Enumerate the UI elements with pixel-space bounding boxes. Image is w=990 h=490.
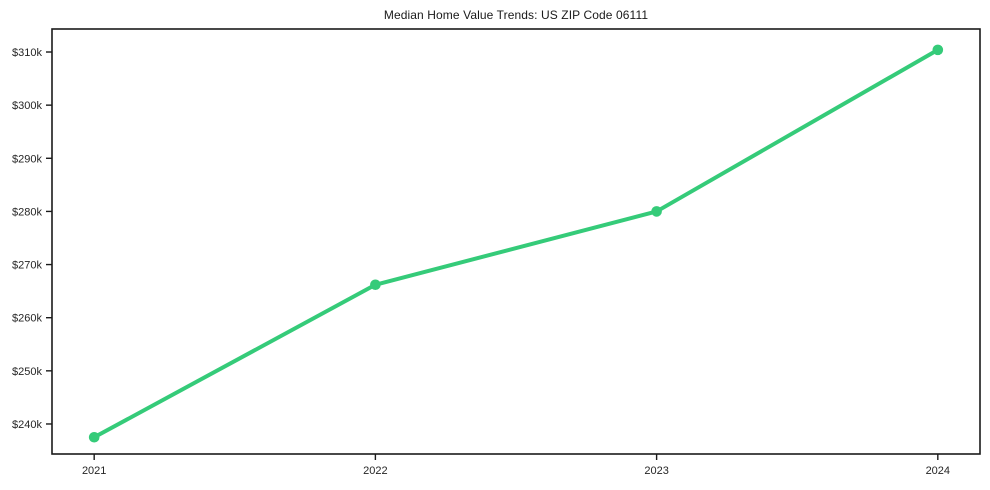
data-point: [88, 431, 100, 443]
y-tick-label: $240k: [12, 419, 42, 431]
data-point: [370, 279, 381, 291]
y-tick-label: $250k: [12, 366, 42, 378]
data-point: [932, 44, 944, 56]
trend-line: [92, 47, 940, 440]
x-tick-label: 2021: [82, 465, 106, 477]
y-tick-label: $300k: [12, 100, 42, 112]
x-tick-label: 2022: [363, 465, 387, 477]
y-tick-label: $290k: [12, 153, 42, 165]
plot-border: [51, 28, 981, 455]
y-tick-label: $270k: [12, 260, 42, 272]
data-point: [651, 206, 662, 217]
y-tick-label: $310k: [12, 47, 42, 59]
chart-title: Median Home Value Trends: US ZIP Code 06…: [383, 8, 649, 22]
y-tick-label: $280k: [12, 206, 42, 218]
x-tick-label: 2024: [926, 465, 950, 477]
x-tick-label: 2023: [644, 465, 668, 477]
y-tick-label: $260k: [12, 313, 42, 325]
